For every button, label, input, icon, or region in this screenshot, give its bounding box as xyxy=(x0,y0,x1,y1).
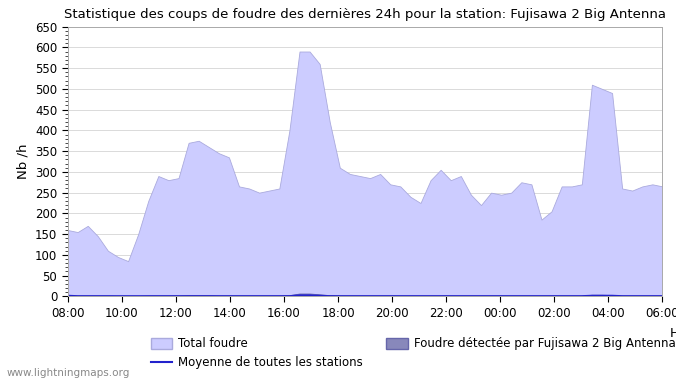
Legend: Total foudre, Moyenne de toutes les stations, Foudre détectée par Fujisawa 2 Big: Total foudre, Moyenne de toutes les stat… xyxy=(151,337,675,369)
Text: Heure: Heure xyxy=(669,327,676,340)
Title: Statistique des coups de foudre des dernières 24h pour la station: Fujisawa 2 Bi: Statistique des coups de foudre des dern… xyxy=(64,8,666,21)
Text: www.lightningmaps.org: www.lightningmaps.org xyxy=(7,368,130,378)
Y-axis label: Nb /h: Nb /h xyxy=(16,144,29,179)
